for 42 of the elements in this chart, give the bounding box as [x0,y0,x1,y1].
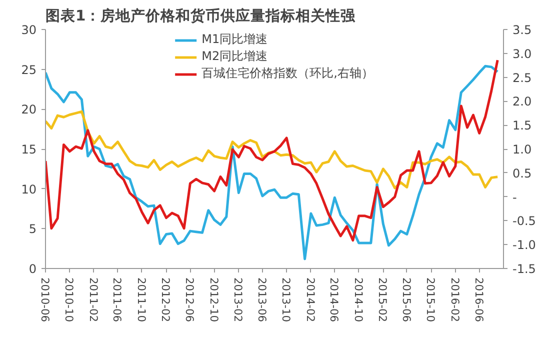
x-tick-label: 2014-06 [328,278,341,322]
y-tick-label: 10 [21,182,37,196]
x-tick-label: 2015-10 [424,278,438,322]
chart-title: 图表1：房地产价格和货币供应量指标相关性强 [46,6,357,24]
x-tick-label: 2016-02 [448,278,462,322]
legend-label: 百城住宅价格指数（环比,右轴） [202,65,374,82]
y2-tick-label: -1.0 [512,238,536,252]
x-tick-label: 2010-10 [62,278,76,322]
x-tick-label: 2014-02 [304,278,317,322]
x-tick-label: 2013-02 [232,278,245,322]
y2-tick-label: 3.5 [512,23,532,37]
y-tick-label: 30 [21,23,37,37]
y2-tick-label: 0.5 [512,166,532,180]
x-tick-label: 2010-06 [38,278,52,322]
legend-label: M2同比增速 [202,48,268,65]
y-tick-label: 0 [28,262,37,276]
y2-tick-label: 2.0 [512,94,532,109]
y2-tick-label: -0.5 [512,214,536,228]
y-tick-label: 5 [28,222,37,236]
legend-label: M1同比增速 [202,31,268,48]
x-tick-label: 2013-06 [255,278,268,322]
y-tick-label: 20 [21,102,37,117]
line-series [46,110,499,190]
y-tick-label: 25 [21,62,37,77]
y2-tick-label: - [512,190,517,204]
y2-tick-label: 1.5 [512,118,532,133]
x-tick-label: 2011-10 [134,278,148,322]
x-tick-label: 2012-06 [183,278,196,322]
y2-tick-label: 2.5 [512,70,532,85]
y-tick-label: 15 [21,142,37,156]
y2-tick-label: -1.5 [512,262,536,276]
x-tick-label: 2014-10 [352,278,365,322]
x-tick-label: 2015-06 [400,278,413,322]
x-tick-label: 2011-06 [110,278,124,322]
x-tick-label: 2013-10 [280,278,293,322]
x-tick-label: 2012-02 [159,278,172,322]
y2-tick-label: 1.0 [512,142,532,156]
x-tick-label: 2016-06 [472,278,486,322]
x-tick-label: 2011-02 [86,278,100,322]
y2-tick-label: 3.0 [512,46,532,61]
x-tick-label: 2012-10 [207,278,220,322]
x-tick-label: 2015-02 [376,278,390,322]
